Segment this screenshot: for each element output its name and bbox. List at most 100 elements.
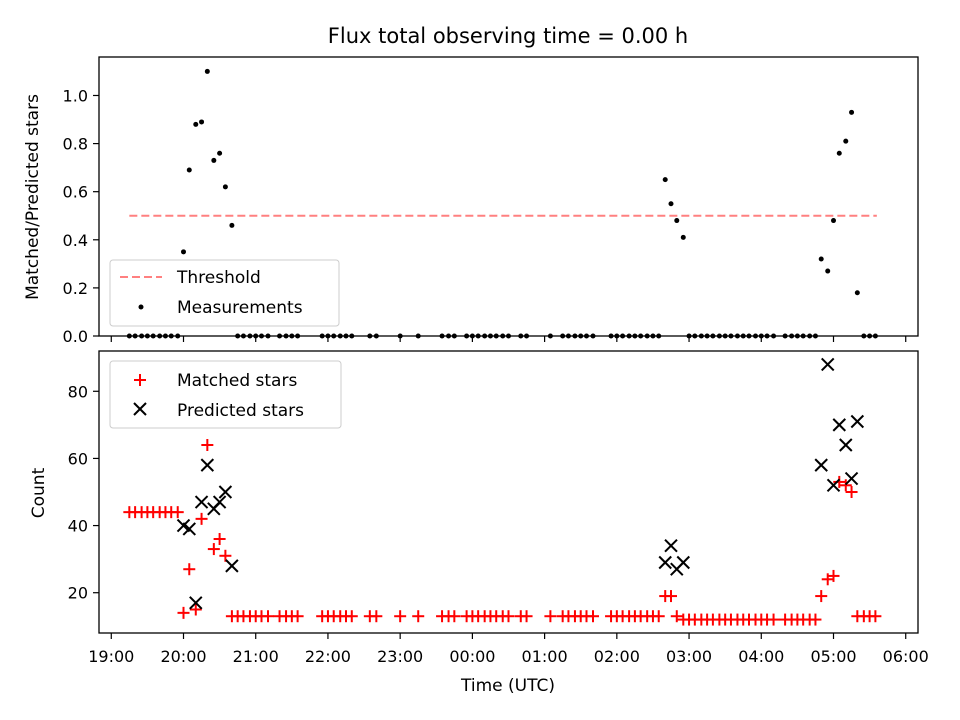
- legend-matched-swatch: [134, 374, 146, 386]
- predicted-star-point: [821, 357, 835, 372]
- measurement-point: [181, 249, 186, 255]
- predicted-star-point: [850, 414, 865, 429]
- measurement-point: [825, 268, 831, 274]
- predicted-star-point: [189, 596, 203, 610]
- x-tick-label: 19:00: [88, 647, 134, 666]
- predicted-star-point: [212, 495, 227, 509]
- x-axis-label: Time (UTC): [460, 676, 555, 696]
- measurement-point: [217, 150, 223, 156]
- bottom-y-tick-label: 20: [68, 584, 88, 603]
- x-tick-label: 02:00: [594, 647, 640, 666]
- legend-predicted-label: Predicted stars: [177, 401, 304, 421]
- measurement-point: [204, 68, 210, 74]
- x-tick-label: 00:00: [449, 647, 495, 666]
- top-legend-box: [109, 259, 340, 327]
- matched-star-point: [502, 610, 515, 623]
- predicted-star-point: [814, 458, 828, 472]
- matched-star-point: [262, 610, 274, 623]
- matched-star-point: [827, 569, 840, 582]
- legend-measurements-swatch: [138, 304, 144, 310]
- predicted-star-point: [200, 458, 215, 472]
- top-x-ticks: [110, 336, 907, 342]
- matched-star-point: [291, 610, 304, 623]
- matched-star-point: [177, 606, 190, 619]
- predicted-star-point: [664, 539, 678, 553]
- matched-star-point: [839, 479, 852, 492]
- matched-star-point: [394, 610, 407, 623]
- measurement-point: [831, 218, 836, 224]
- measurement-point: [854, 290, 860, 296]
- x-tick-label: 22:00: [305, 647, 351, 666]
- measurement-point: [662, 177, 668, 183]
- matched-star-point: [652, 610, 665, 623]
- x-tick-label: 04:00: [738, 647, 784, 666]
- x-tick-label: 23:00: [377, 647, 423, 666]
- top-legend: Threshold Measurements: [109, 259, 340, 327]
- measurement-point: [222, 184, 228, 190]
- bottom-y-tick-label: 60: [68, 449, 88, 468]
- matched-star-point: [845, 486, 858, 498]
- matched-star-point: [213, 533, 226, 545]
- bottom-y-tick-label: 40: [68, 517, 88, 536]
- matched-star-point: [809, 613, 822, 626]
- legend-threshold-label: Threshold: [176, 268, 261, 288]
- matched-star-point: [189, 603, 202, 616]
- measurement-point: [674, 218, 680, 224]
- matched-star-point: [520, 610, 533, 623]
- matched-star-point: [869, 610, 882, 623]
- chart-title: Flux total observing time = 0.00 h: [328, 24, 688, 48]
- top-y-tick-label: 0.6: [63, 183, 88, 202]
- top-y-tick-label: 0.8: [63, 135, 88, 154]
- legend-predicted-swatch: [133, 402, 147, 416]
- measurement-point: [680, 234, 686, 240]
- bottom-x-ticks: 19:00 20:00 21:00 22:00 23:00 00:00 01:00 02:00…: [88, 633, 929, 666]
- measurement-point: [836, 150, 842, 156]
- top-y-tick-label: 0.4: [63, 231, 88, 250]
- predicted-star-point: [839, 438, 853, 452]
- matched-star-point: [171, 506, 184, 519]
- predicted-star-point: [194, 495, 209, 509]
- predicted-star-point: [218, 485, 233, 499]
- x-tick-label: 05:00: [810, 647, 856, 666]
- matched-star-point: [370, 610, 383, 623]
- legend-matched-label: Matched stars: [177, 371, 297, 391]
- matched-star-point: [815, 590, 828, 603]
- top-y-tick-label: 0.0: [63, 327, 88, 346]
- matched-star-point: [670, 610, 683, 623]
- x-tick-label: 20:00: [160, 647, 206, 666]
- bottom-legend-box: [109, 360, 342, 429]
- matched-star-point: [183, 563, 196, 576]
- matched-star-point: [587, 610, 599, 623]
- matched-star-point: [195, 512, 208, 525]
- bottom-y-tick-label: 80: [68, 382, 88, 401]
- measurement-point: [186, 167, 192, 173]
- measurement-point: [199, 119, 205, 125]
- measurement-point: [843, 138, 849, 144]
- matched-star-point: [767, 613, 780, 626]
- x-tick-label: 01:00: [522, 647, 568, 666]
- bottom-y-axis-label: Count: [29, 467, 49, 518]
- x-tick-label: 21:00: [233, 647, 279, 666]
- predicted-star-point: [225, 559, 239, 573]
- predicted-star-point: [832, 418, 846, 432]
- measurement-point: [818, 256, 824, 262]
- bottom-plot-marks: [123, 357, 882, 626]
- predicted-star-point: [182, 522, 196, 536]
- matched-star-point: [833, 475, 846, 488]
- matched-star-point: [544, 610, 557, 623]
- top-y-ticks: 0.0 0.2 0.4 0.6 0.8 1.0: [63, 86, 99, 346]
- matched-star-point: [345, 610, 358, 623]
- measurement-point: [668, 201, 674, 207]
- predicted-star-point: [844, 471, 859, 486]
- measurement-point: [849, 109, 855, 115]
- measurement-point: [229, 222, 235, 228]
- measurement-point: [211, 157, 217, 163]
- bottom-axes-frame: [98, 350, 919, 634]
- bottom-legend: Matched stars Predicted stars: [109, 360, 342, 429]
- matched-star-point: [219, 549, 232, 562]
- bottom-y-ticks: 20 40 60 80: [68, 382, 99, 603]
- predicted-star-point: [826, 478, 841, 492]
- top-y-tick-label: 0.2: [63, 279, 88, 298]
